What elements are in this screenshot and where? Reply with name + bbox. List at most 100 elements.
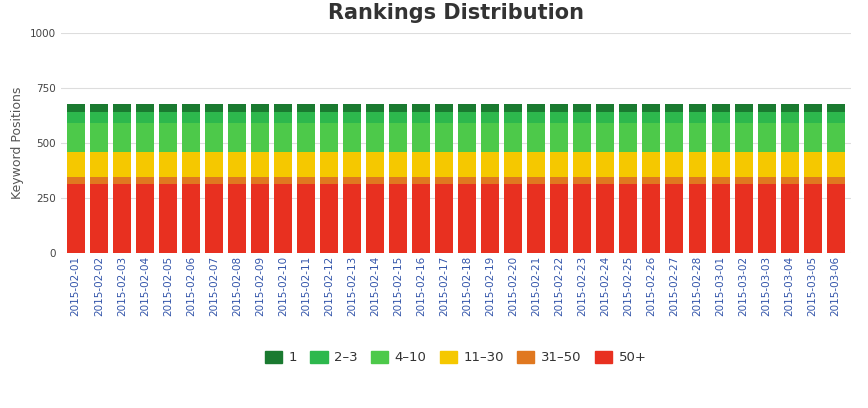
Bar bbox=[435, 152, 453, 177]
Bar bbox=[412, 177, 431, 184]
Bar bbox=[135, 104, 154, 112]
Bar bbox=[826, 177, 845, 184]
Bar bbox=[481, 152, 499, 177]
Bar bbox=[412, 104, 431, 112]
Bar bbox=[182, 177, 200, 184]
Bar bbox=[804, 152, 822, 177]
Bar bbox=[297, 104, 315, 112]
Bar bbox=[458, 123, 477, 152]
Bar bbox=[135, 123, 154, 152]
Bar bbox=[642, 112, 661, 123]
Bar bbox=[620, 104, 637, 112]
Bar bbox=[182, 184, 200, 253]
Bar bbox=[320, 104, 338, 112]
Bar bbox=[780, 112, 799, 123]
Bar bbox=[435, 177, 453, 184]
Bar bbox=[574, 177, 591, 184]
Bar bbox=[804, 177, 822, 184]
Bar bbox=[182, 104, 200, 112]
Bar bbox=[159, 112, 177, 123]
Bar bbox=[804, 112, 822, 123]
Bar bbox=[297, 177, 315, 184]
Bar bbox=[481, 104, 499, 112]
Bar bbox=[528, 152, 545, 177]
Bar bbox=[113, 152, 131, 177]
Bar bbox=[343, 184, 361, 253]
Bar bbox=[366, 184, 384, 253]
Bar bbox=[343, 104, 361, 112]
Bar bbox=[780, 184, 799, 253]
Bar bbox=[251, 177, 269, 184]
Bar bbox=[550, 152, 569, 177]
Bar bbox=[458, 112, 477, 123]
Bar bbox=[688, 152, 707, 177]
Bar bbox=[734, 112, 753, 123]
Bar bbox=[113, 123, 131, 152]
Bar bbox=[804, 123, 822, 152]
Bar bbox=[481, 184, 499, 253]
Bar bbox=[389, 123, 407, 152]
Bar bbox=[574, 152, 591, 177]
Bar bbox=[712, 152, 729, 177]
Bar bbox=[481, 123, 499, 152]
Bar bbox=[458, 152, 477, 177]
Bar bbox=[205, 123, 223, 152]
Bar bbox=[366, 123, 384, 152]
Bar bbox=[343, 152, 361, 177]
Bar bbox=[596, 152, 615, 177]
Bar bbox=[320, 184, 338, 253]
Bar bbox=[574, 184, 591, 253]
Bar bbox=[574, 112, 591, 123]
Bar bbox=[113, 104, 131, 112]
Bar bbox=[389, 152, 407, 177]
Bar bbox=[758, 152, 776, 177]
Bar bbox=[758, 104, 776, 112]
Bar bbox=[804, 184, 822, 253]
Bar bbox=[182, 152, 200, 177]
Bar bbox=[135, 152, 154, 177]
Bar bbox=[734, 184, 753, 253]
Bar bbox=[89, 112, 108, 123]
Bar bbox=[458, 177, 477, 184]
Bar bbox=[412, 152, 431, 177]
Bar bbox=[366, 152, 384, 177]
Legend: 1, 2–3, 4–10, 11–30, 31–50, 50+: 1, 2–3, 4–10, 11–30, 31–50, 50+ bbox=[260, 345, 652, 370]
Bar bbox=[366, 112, 384, 123]
Bar bbox=[688, 177, 707, 184]
Bar bbox=[297, 184, 315, 253]
Bar bbox=[642, 184, 661, 253]
Bar bbox=[159, 104, 177, 112]
Bar bbox=[780, 177, 799, 184]
Y-axis label: Keyword Positions: Keyword Positions bbox=[11, 86, 24, 199]
Bar bbox=[435, 184, 453, 253]
Bar bbox=[481, 112, 499, 123]
Bar bbox=[804, 104, 822, 112]
Bar bbox=[135, 184, 154, 253]
Bar bbox=[113, 112, 131, 123]
Bar bbox=[666, 112, 683, 123]
Bar bbox=[574, 104, 591, 112]
Bar bbox=[274, 177, 292, 184]
Bar bbox=[528, 184, 545, 253]
Bar bbox=[89, 152, 108, 177]
Bar bbox=[205, 152, 223, 177]
Bar bbox=[228, 112, 246, 123]
Bar bbox=[297, 112, 315, 123]
Bar bbox=[666, 184, 683, 253]
Bar bbox=[780, 152, 799, 177]
Title: Rankings Distribution: Rankings Distribution bbox=[328, 3, 583, 23]
Bar bbox=[412, 184, 431, 253]
Bar bbox=[89, 177, 108, 184]
Bar bbox=[458, 104, 477, 112]
Bar bbox=[251, 112, 269, 123]
Bar bbox=[758, 123, 776, 152]
Bar bbox=[528, 104, 545, 112]
Bar bbox=[89, 184, 108, 253]
Bar bbox=[228, 177, 246, 184]
Bar bbox=[389, 112, 407, 123]
Bar bbox=[596, 184, 615, 253]
Bar bbox=[780, 123, 799, 152]
Bar bbox=[343, 177, 361, 184]
Bar bbox=[89, 104, 108, 112]
Bar bbox=[67, 123, 85, 152]
